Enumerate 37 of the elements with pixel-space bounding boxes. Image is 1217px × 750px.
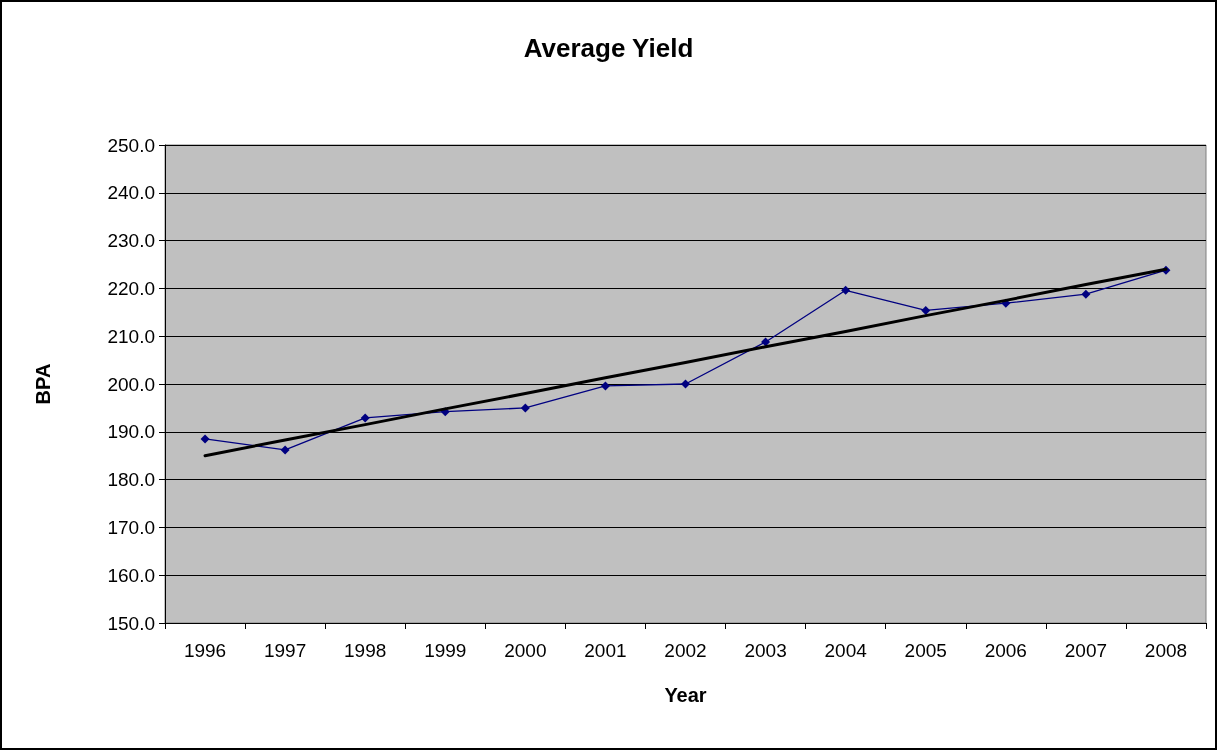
point [360,413,370,423]
x-tick-label: 2007 [1064,640,1108,661]
x-tick-label: 1997 [263,640,307,661]
x-axis-title: Year [664,684,707,706]
y-tick-label: 200.0 [107,373,155,395]
y-tick-label: 180.0 [107,469,155,491]
point [921,305,931,315]
point [681,379,690,389]
x-tick-label: 2003 [744,640,787,661]
x-tick-label: 1998 [344,640,387,661]
point [841,285,851,295]
x-tick-label: 2004 [824,640,868,661]
y-tick-label: 250.0 [107,134,155,156]
point [280,445,290,455]
x-tick-label: 2005 [904,640,947,661]
y-tick-label: 150.0 [107,612,155,634]
chart-title: Average Yield [523,33,694,63]
x-tick-label: 1996 [183,640,227,661]
y-tick-label: 160.0 [107,564,155,586]
y-tick-label: 170.0 [107,516,155,538]
point [520,403,530,413]
y-tick-label: 210.0 [107,325,155,347]
x-tick-label: 2008 [1144,640,1188,661]
x-tick-label: 2002 [664,640,707,661]
x-tick-label: 2000 [504,640,547,661]
point [761,337,771,347]
x-tick-label: 1999 [424,640,467,661]
y-axis-title: BPA [32,363,54,405]
y-tick-label: 220.0 [107,277,155,299]
y-tick-label: 240.0 [107,182,155,204]
point [1081,289,1091,299]
point [200,434,210,444]
y-tick-label: 190.0 [107,421,155,443]
point [600,381,610,391]
x-tick-label: 2006 [984,640,1027,661]
y-tick-label: 230.0 [107,230,155,252]
x-tick-label: 2001 [584,640,627,661]
